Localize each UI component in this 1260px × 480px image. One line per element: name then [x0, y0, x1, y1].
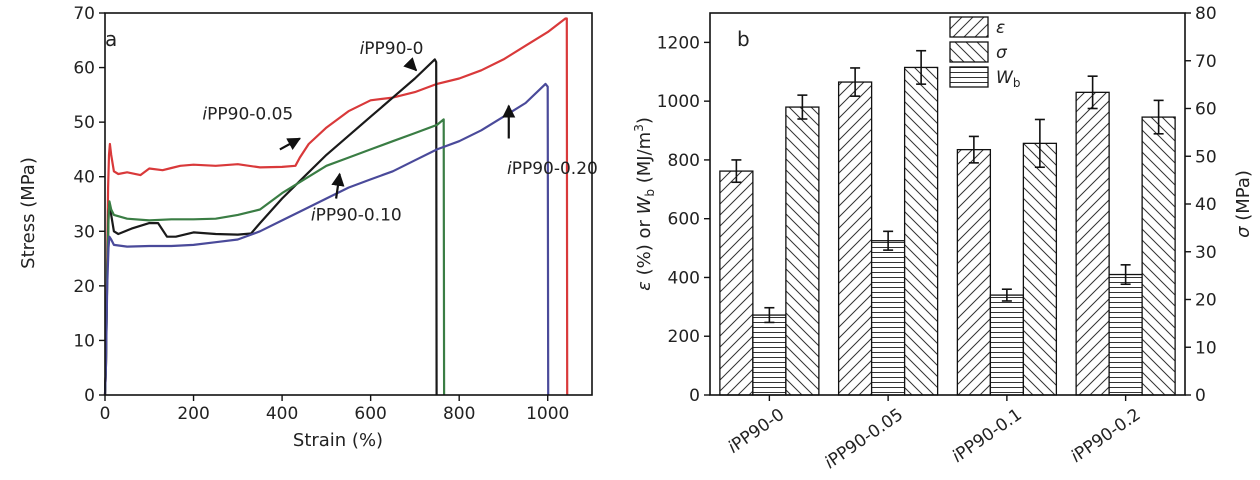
y-tick-label-a: 40 [73, 168, 95, 188]
category-label-ipp90-0: iPP90-0 [724, 405, 788, 458]
y-tick-label-right-b: 0 [1195, 386, 1206, 406]
legend-label: σ [996, 43, 1008, 63]
panel-b-axes: 0 200 400 600 800 1000 1200 0 10 20 30 40 50 60 70 80 [657, 4, 1217, 406]
legend-swatch [949, 16, 989, 38]
category-label-ipp90-0-2: iPP90-0.2 [1067, 405, 1144, 467]
curve-ipp90-0-20 [103, 82, 550, 396]
y-tick-label-left-b: 0 [689, 386, 700, 406]
bar-epsilon [837, 81, 873, 396]
annotation-arrow [331, 172, 345, 199]
bar-epsilon [1075, 91, 1110, 396]
y-tick-label-a: 20 [73, 277, 95, 297]
y-tick-label-right-b: 30 [1195, 243, 1217, 263]
annotation-arrow [403, 57, 418, 72]
annotation-ipp90-0-10: iPP90-0.10 [311, 205, 402, 225]
legend-label: ε [996, 18, 1005, 38]
x-tick-label-a: 400 [266, 404, 298, 424]
y-axis-label-a: Stress (MPa) [18, 157, 39, 269]
bar-sigma [1022, 142, 1058, 396]
y-tick-label-left-b: 800 [668, 151, 700, 171]
category-label-ipp90-0-1: iPP90-0.1 [949, 405, 1026, 467]
bar-wb [1108, 273, 1143, 396]
legend-swatch [949, 66, 989, 88]
curve-annotations: iPP90-0 iPP90-0.05 iPP90-0.10 iPP90-0.20 [202, 39, 597, 225]
legend-label: Wb [996, 68, 1020, 90]
y-axis-label-right-b: σ (MPa) [1233, 170, 1254, 238]
property-bars: iPP90-0 iPP90-0.05 iPP90-0.1 iPP90-0.2 [719, 49, 1176, 473]
y-tick-label-a: 30 [73, 222, 95, 242]
y-tick-label-left-b: 1200 [657, 33, 700, 53]
panel-a-axes: 0 200 400 600 800 1000 0 10 20 30 40 50 60 70 [73, 4, 593, 424]
curve-ipp90-0-05 [103, 17, 569, 396]
stress-strain-chart: a iPP90-0iPP90-0.05iPP90-0.10iPP90-0.20 … [18, 4, 598, 451]
annotation-ipp90-0-20: iPP90-0.20 [507, 159, 598, 179]
bar-epsilon [956, 148, 992, 396]
y-tick-label-right-b: 60 [1195, 100, 1217, 120]
category-label-ipp90-0-05: iPP90-0.05 [821, 405, 907, 473]
y-tick-label-a: 60 [73, 59, 95, 79]
y-tick-label-right-b: 50 [1195, 147, 1217, 167]
panel-label-b: b [737, 27, 750, 51]
stress-strain-series [103, 17, 569, 396]
y-tick-label-left-b: 400 [668, 268, 700, 288]
y-tick-label-a: 0 [84, 386, 95, 406]
y-tick-label-left-b: 600 [668, 210, 700, 230]
curve-ipp90-0-10 [103, 118, 446, 396]
y-tick-label-a: 50 [73, 113, 95, 133]
y-tick-label-right-b: 70 [1195, 52, 1217, 72]
x-tick-label-a: 0 [100, 404, 111, 424]
legend-swatch [949, 41, 989, 63]
x-tick-label-a: 200 [177, 404, 209, 424]
bar-sigma [1141, 116, 1176, 396]
panel-label-a: a [105, 27, 117, 51]
bar-epsilon [719, 170, 754, 396]
y-tick-label-right-b: 40 [1195, 195, 1217, 215]
bar-sigma [785, 106, 820, 396]
y-tick-label-left-b: 1000 [657, 92, 700, 112]
y-tick-label-right-b: 20 [1195, 291, 1217, 311]
annotation-arrow [279, 137, 301, 151]
plot-frame-a [104, 12, 593, 396]
y-tick-label-right-b: 80 [1195, 4, 1217, 24]
y-tick-label-a: 70 [73, 4, 95, 24]
bar-wb [870, 240, 906, 396]
x-tick-label-a: 600 [354, 404, 386, 424]
x-axis-label-a: Strain (%) [293, 430, 383, 451]
bar-wb [989, 294, 1025, 396]
x-tick-label-a: 800 [443, 404, 475, 424]
y-tick-label-left-b: 200 [668, 327, 700, 347]
annotation-ipp90-0: iPP90-0 [360, 39, 424, 59]
y-axis-label-left-b: ε (%) or Wb (MJ/m3) [632, 117, 657, 291]
bar-sigma [903, 66, 939, 396]
property-bar-chart: b iPP90-0 iPP90-0.05 iPP90-0.1 iPP90-0.2 0 2… [632, 4, 1254, 473]
bar-wb [752, 314, 787, 396]
bar-legend: εσ Wb [949, 16, 1020, 90]
x-tick-label-a: 1000 [526, 404, 569, 424]
y-tick-label-right-b: 10 [1195, 338, 1217, 358]
y-tick-label-a: 10 [73, 331, 95, 351]
annotation-ipp90-0-05: iPP90-0.05 [202, 104, 293, 124]
